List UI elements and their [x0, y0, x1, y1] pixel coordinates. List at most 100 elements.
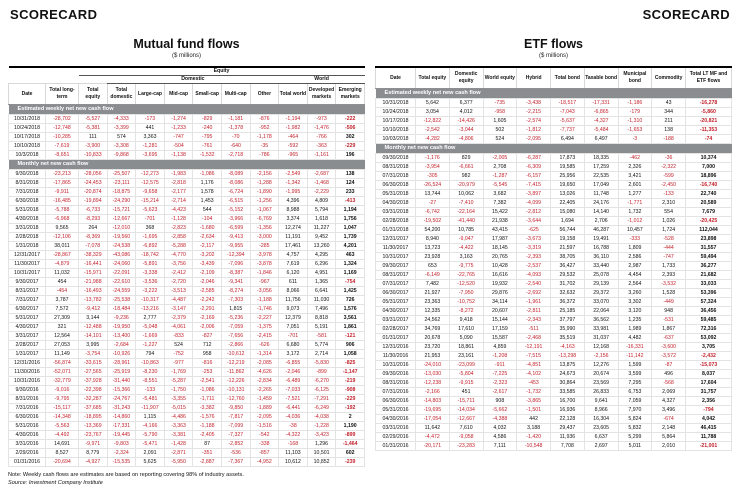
value-cell: -1,961 [516, 296, 551, 307]
table-row: 08/31/2017 -6,149 -22,765 16,616 -4,093 29,53… [375, 269, 732, 280]
value-cell: 2 [335, 411, 365, 422]
date-cell: 8/31/2016 [8, 393, 46, 404]
value-cell: -3 [617, 133, 653, 144]
value-cell: -16,485 [45, 195, 79, 206]
value-cell: -1,287 [482, 170, 518, 181]
value-cell: -38,329 [78, 249, 108, 260]
value-cell: 11,788 [685, 431, 732, 442]
value-cell: -454 [45, 285, 79, 296]
value-cell: 9,418 [448, 314, 484, 325]
value-cell: 1,453 [192, 195, 222, 206]
value-cell: -1,812 [516, 124, 551, 135]
value-cell: 1,739 [335, 231, 365, 242]
value-cell: 29,139 [583, 278, 619, 289]
value-cell: -12,822 [415, 115, 450, 126]
value-cell: 602 [335, 447, 365, 458]
date-cell: 5/31/2017 [8, 312, 46, 323]
value-cell: -8,230 [135, 366, 165, 377]
section-header-row: Estimated weekly net new cash flow [375, 88, 732, 98]
value-cell: -9,955 [220, 240, 251, 251]
value-cell: -4,102 [516, 368, 551, 379]
value-cell: -37,928 [78, 375, 108, 386]
value-cell: -3,897 [516, 188, 551, 199]
value-cell: 10,457 [617, 224, 653, 235]
value-cell: -5,236 [220, 312, 251, 323]
value-cell: -6,287 [516, 152, 551, 163]
table-row: 10/10/2018 -2,542 -3,044 502 -1,812 -7,737 -5,… [375, 124, 732, 135]
masthead: SCORECARD SCORECARD [0, 0, 740, 22]
value-cell: -8,272 [448, 305, 484, 316]
value-cell: -7,737 [550, 124, 585, 135]
value-cell: -13,782 [78, 294, 108, 305]
table-row: 01/31/2016 -20,694 -4,927 -15,535 5,625 -5,95… [8, 456, 365, 467]
value-cell: -6,661 [448, 161, 484, 172]
value-cell: -5,623 [135, 204, 165, 215]
date-cell: 6/30/2017 [8, 303, 46, 314]
value-cell: -7,619 [45, 140, 79, 151]
column-header: Municipal bond [617, 66, 653, 89]
value-cell: 611 [278, 276, 308, 287]
value-cell: -899 [335, 429, 365, 440]
value-cell: -6,733 [78, 204, 108, 215]
value-cell: -5,484 [583, 124, 619, 135]
value-cell: -8,086 [220, 177, 251, 188]
value-cell: -2,540 [516, 278, 551, 289]
column-header: Commodity [651, 66, 686, 89]
date-cell: 02/28/2018 [375, 215, 416, 226]
value-cell: -27,565 [78, 366, 108, 377]
date-cell: 6/30/2018 [8, 195, 46, 206]
table-row: 12/31/2016 23,720 18,861 4,859 -12,191 -4,163… [375, 341, 732, 352]
value-cell: -3,600 [651, 341, 686, 352]
value-cell: -10,926 [106, 348, 137, 359]
value-cell: -9,915 [448, 377, 484, 388]
column-header: Other [249, 82, 280, 105]
value-cell: 3,120 [617, 305, 653, 316]
table-row: 11/30/2017 -4,879 -16,441 -24,060 -5,891 -3,7… [8, 258, 365, 269]
date-cell: 07/31/2018 [375, 170, 416, 181]
section-header: Estimated weekly net new cash flow [8, 104, 365, 115]
value-cell: -1,086 [192, 168, 222, 179]
group-header-row-equity: Equity [9, 67, 365, 76]
value-cell: -10,131 [220, 384, 251, 395]
value-cell: 112,044 [685, 224, 732, 235]
value-cell: 712 [192, 339, 222, 350]
value-cell: 21,597 [550, 242, 585, 253]
value-cell: -15,711 [448, 395, 484, 406]
value-cell: -7,303 [220, 294, 251, 305]
value-cell: -7,099 [220, 420, 251, 431]
value-cell: 1,861 [335, 321, 365, 332]
value-cell: 17,610 [448, 323, 484, 334]
value-cell: -2,858 [163, 231, 194, 242]
value-cell: 2,091 [135, 447, 165, 458]
value-cell: -816 [192, 357, 222, 368]
table-row: 10/31/2018 5,642 6,377 -735 -3,438 -18,517 -17… [375, 97, 732, 108]
value-cell: -2,692 [516, 287, 551, 298]
value-cell: 31,037 [583, 332, 619, 343]
value-cell: -11,142 [617, 350, 653, 361]
value-cell: 20,607 [482, 305, 518, 316]
value-cell: 906 [335, 339, 365, 350]
table-row: 10/31/2016 -32,779 -37,928 -31,440 -8,551 -5,… [8, 375, 365, 386]
value-cell: 5,642 [415, 97, 450, 108]
value-cell: -829 [192, 113, 222, 124]
value-cell: -5,950 [163, 456, 194, 467]
value-cell: 302 [335, 131, 365, 142]
value-cell: 15,422 [482, 206, 518, 217]
date-cell: 11/30/2017 [375, 242, 416, 253]
value-cell: -25,507 [106, 168, 137, 179]
value-cell: -701 [278, 330, 308, 341]
value-cell: -1,256 [249, 195, 280, 206]
value-cell: -2,549 [278, 168, 308, 179]
section-header-row: Monthly net new cash flow [8, 159, 365, 170]
value-cell: -20,874 [78, 186, 108, 197]
value-cell: -2,871 [163, 447, 194, 458]
value-cell: -504 [163, 140, 194, 151]
value-cell: -2,291 [192, 303, 222, 314]
value-cell: -12,667 [448, 413, 484, 424]
value-cell: 1,176 [192, 177, 222, 188]
table-row: 08/31/2018 -3,954 -6,661 2,708 -6,309 19,585 1… [375, 161, 732, 172]
value-cell: 26,833 [583, 386, 619, 397]
value-cell: -9,850 [220, 402, 251, 413]
value-cell: -3,000 [249, 231, 280, 242]
value-cell: -3,513 [163, 285, 194, 296]
